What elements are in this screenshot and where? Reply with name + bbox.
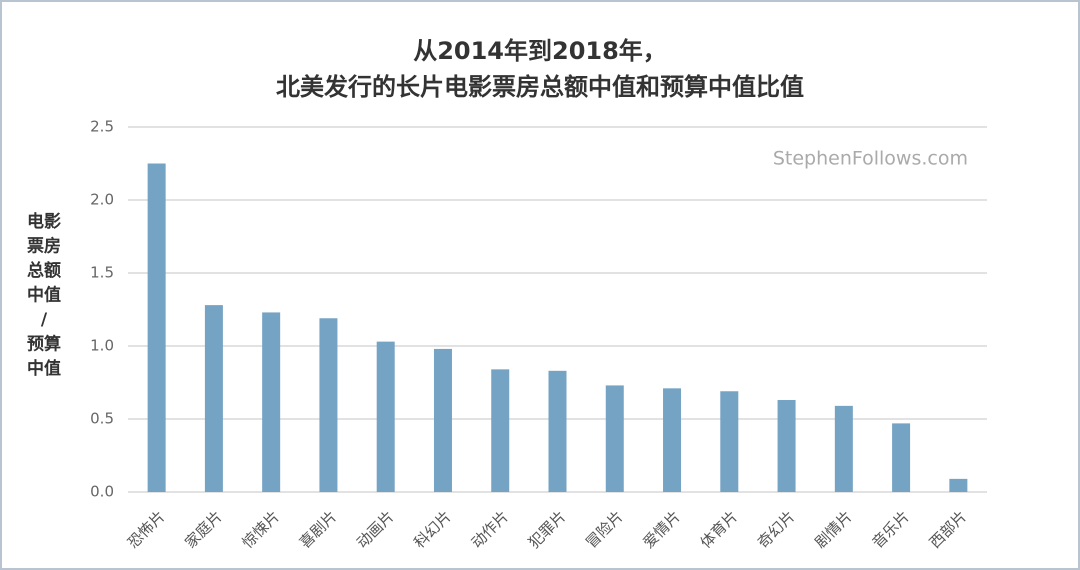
bar (147, 163, 166, 492)
chart-title: 北美发行的长片电影票房总额中值和预算中值比值 (276, 73, 804, 101)
y-tick-label: 1.5 (90, 264, 114, 282)
bar (433, 348, 452, 492)
bar (204, 305, 223, 492)
y-axis-label: 总额 (27, 260, 61, 281)
y-axis-label: 预算 (27, 334, 61, 355)
y-tick-label: 2.0 (90, 191, 114, 209)
chart-title: 从2014年到2018年， (413, 37, 667, 65)
bar (892, 423, 911, 492)
bar (949, 478, 968, 492)
bar (720, 391, 739, 492)
y-axis-label: 中值 (27, 285, 61, 306)
y-axis-label: 电影 (27, 211, 61, 232)
y-tick-label: 0.0 (90, 483, 114, 501)
watermark: StephenFollows.com (773, 148, 968, 170)
y-axis-label: 票房 (27, 236, 61, 257)
y-axis-label: 中值 (27, 358, 61, 379)
bar (777, 400, 796, 492)
y-tick-label: 0.5 (90, 410, 114, 428)
bar (491, 369, 510, 492)
bar (834, 405, 853, 492)
bar (262, 312, 281, 492)
bar (548, 370, 567, 492)
y-tick-label: 2.5 (90, 118, 114, 136)
y-tick-label: 1.0 (90, 337, 114, 355)
y-axis-label: / (41, 310, 48, 330)
bar (319, 318, 338, 492)
bar (605, 385, 624, 492)
bar (376, 341, 395, 492)
bar (663, 388, 682, 492)
